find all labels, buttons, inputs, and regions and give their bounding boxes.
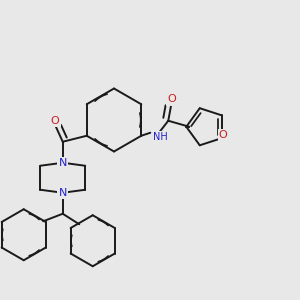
Text: O: O: [167, 94, 176, 104]
Text: O: O: [51, 116, 60, 126]
Text: N: N: [58, 158, 67, 168]
Text: O: O: [219, 130, 227, 140]
Text: NH: NH: [153, 132, 168, 142]
Text: N: N: [58, 188, 67, 198]
